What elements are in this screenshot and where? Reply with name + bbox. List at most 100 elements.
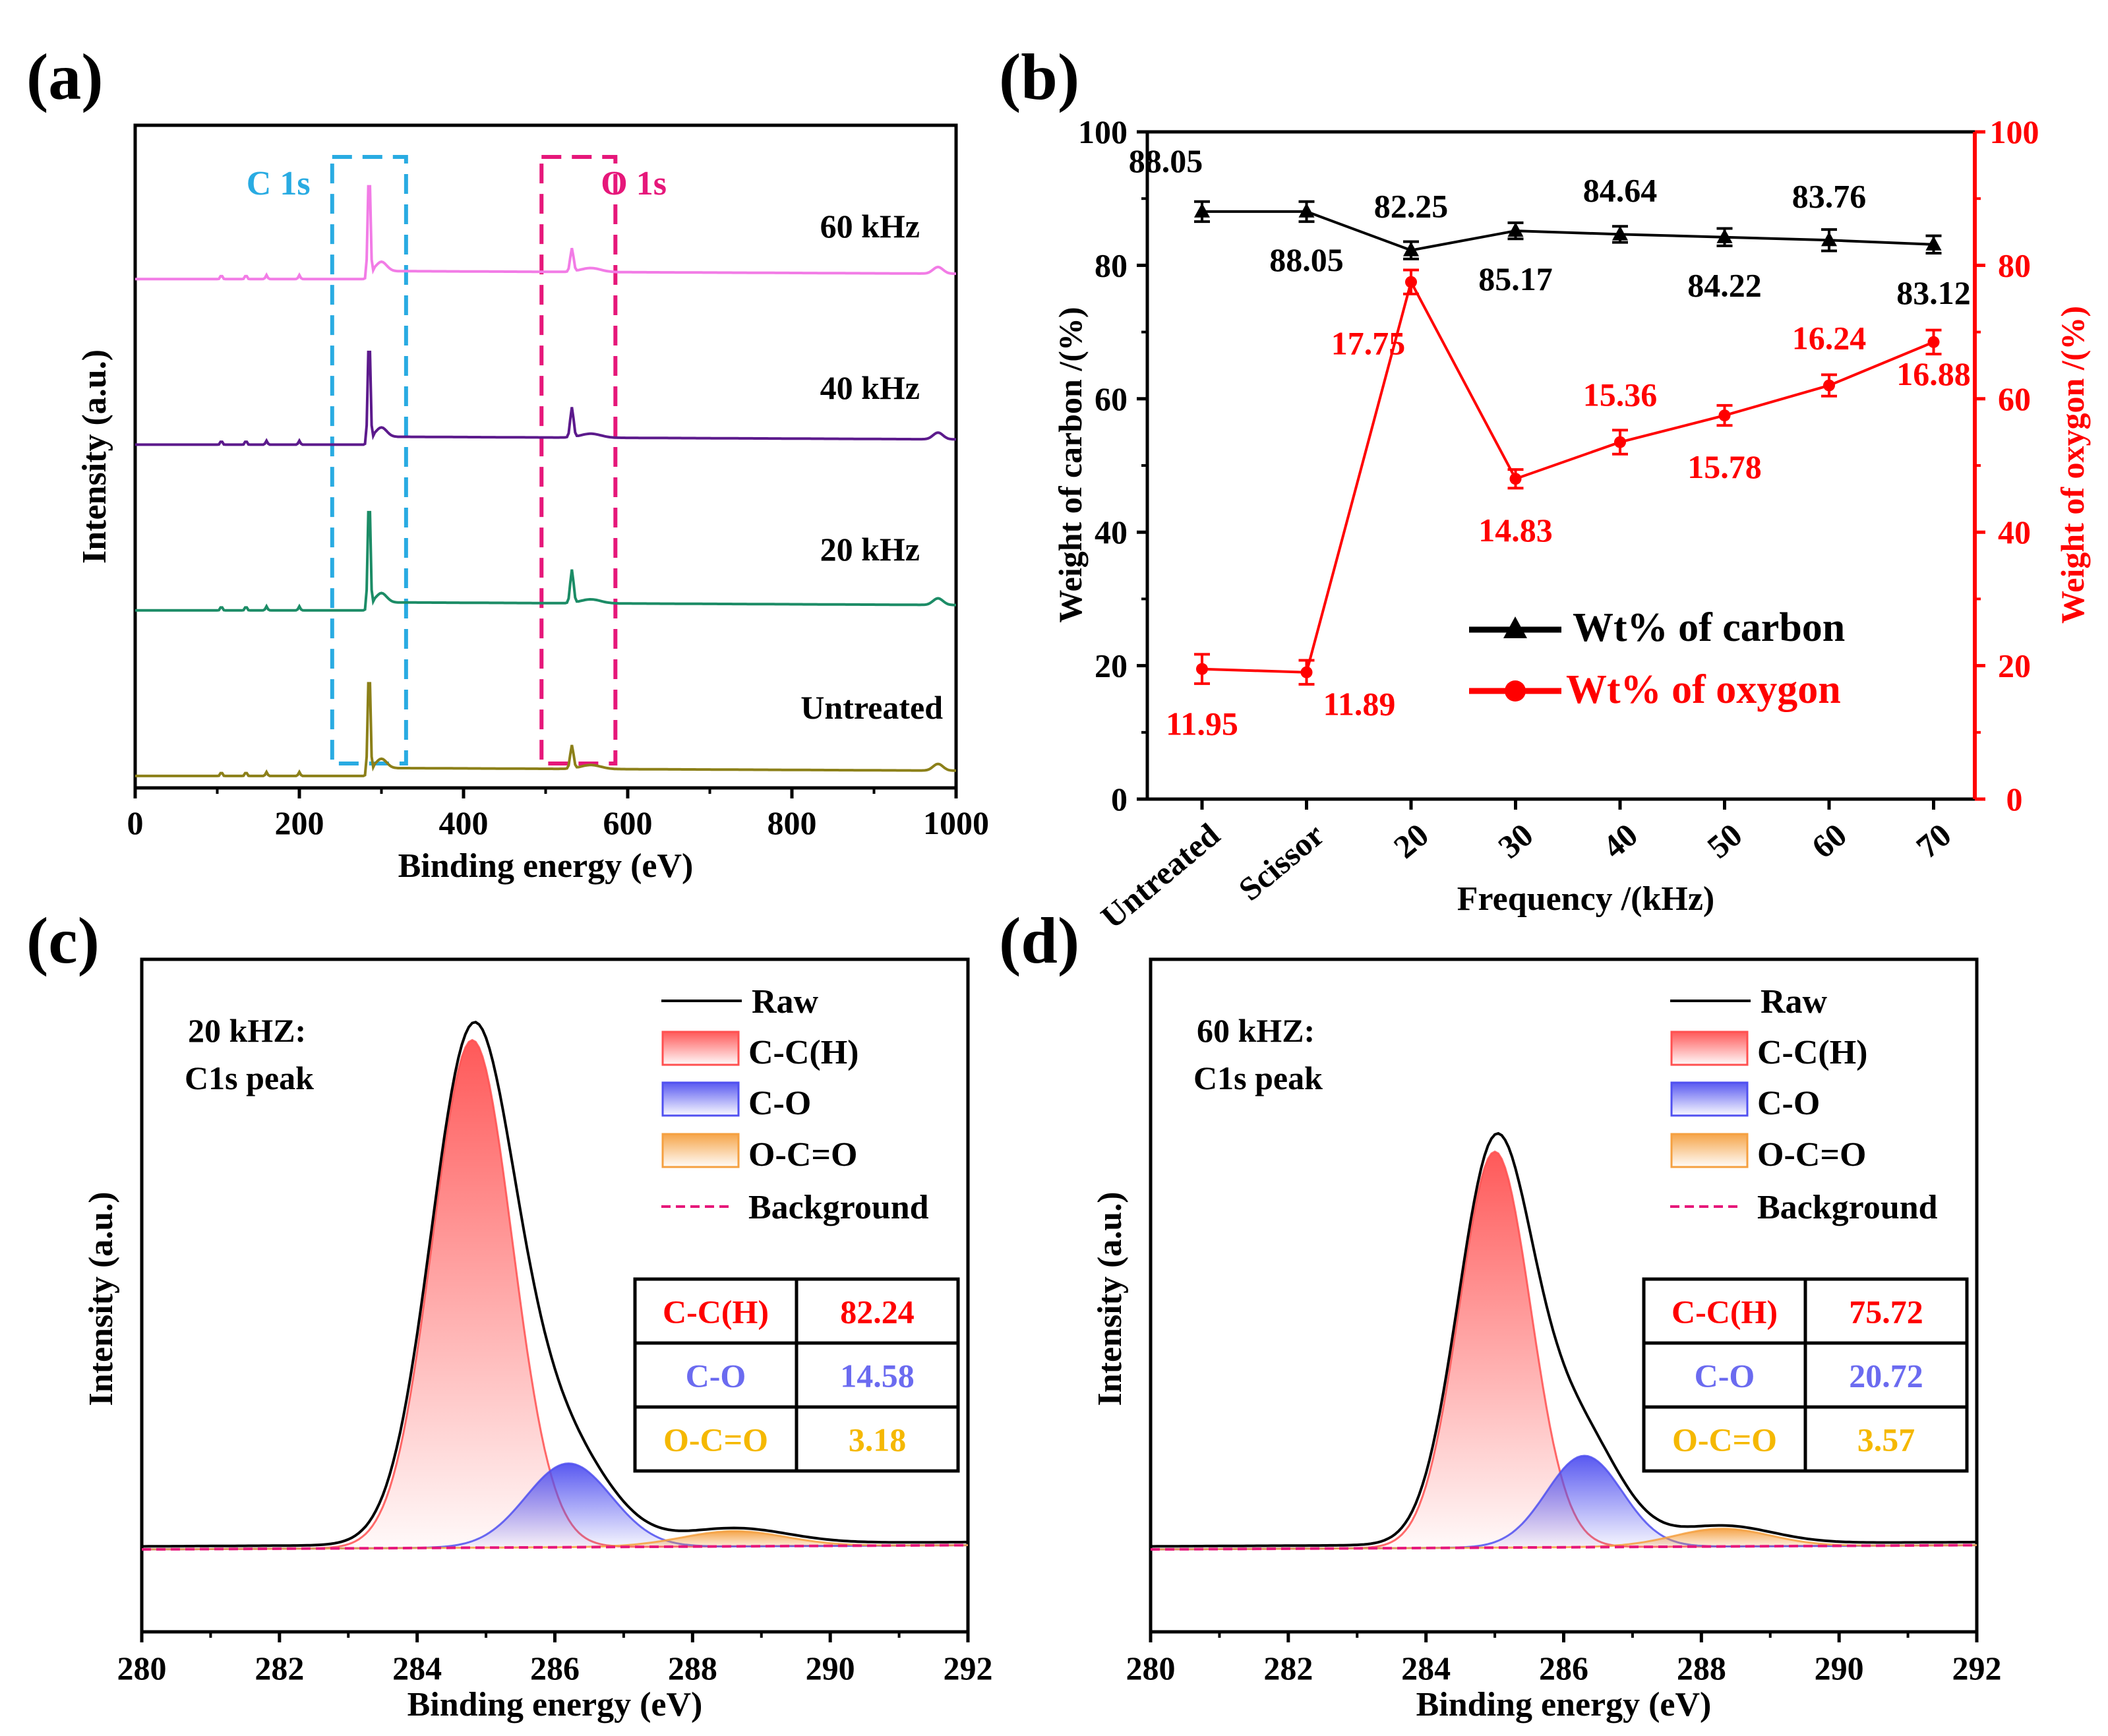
- legend-label-carbon: Wt% of carbon: [1573, 605, 1845, 650]
- data-label: 16.88: [1896, 355, 1971, 392]
- table-cell-value: 3.18: [849, 1422, 907, 1458]
- data-point-carbon: [1716, 228, 1733, 243]
- legend-swatch: [661, 1031, 740, 1066]
- x-tick-label: 288: [668, 1650, 717, 1687]
- data-label: 82.25: [1374, 188, 1449, 225]
- panel-a-survey-spectra: 0 200 400 600 800 1000 Binding energy (eV) Inte…: [76, 123, 989, 885]
- x-tick-label: 800: [768, 804, 817, 841]
- y-axis-label: Intensity (a.u.): [1091, 1191, 1129, 1406]
- data-label: 16.24: [1792, 320, 1867, 357]
- y-tick-label-right: 100: [1990, 113, 2039, 150]
- data-label: 15.78: [1687, 448, 1762, 485]
- legend-label: C-C(H): [748, 1034, 859, 1071]
- raw-line: [1151, 1131, 1977, 1548]
- data-label: 83.76: [1792, 177, 1867, 214]
- legend-marker-carbon: [1503, 616, 1527, 638]
- data-label: 14.83: [1478, 512, 1553, 549]
- table-cell-value: 3.57: [1857, 1422, 1915, 1458]
- component-fill: [142, 1463, 968, 1549]
- series-label: 20 kHz: [820, 531, 920, 568]
- region-label: O 1s: [601, 165, 667, 202]
- x-tick-label: 280: [1126, 1650, 1176, 1687]
- annotation-line-2: C1s peak: [185, 1060, 314, 1096]
- x-tick-label: 280: [117, 1650, 167, 1687]
- table-cell-label: C-C(H): [663, 1294, 769, 1331]
- x-tick-label: 284: [392, 1650, 442, 1687]
- y-tick-label-right: 80: [1998, 247, 2031, 284]
- background-line: [1150, 1543, 1977, 1551]
- y-tick-label-left: 20: [1095, 647, 1128, 684]
- data-label: 84.64: [1583, 171, 1658, 208]
- x-tick-label: 286: [1539, 1650, 1588, 1687]
- panel-label-a: (a): [26, 40, 104, 113]
- x-tick-label: 50: [1700, 816, 1749, 866]
- legend-swatch: [661, 1133, 740, 1168]
- x-tick-label: 60: [1805, 816, 1853, 866]
- x-tick-label: 400: [439, 804, 489, 841]
- panel-label-c: (c): [26, 904, 100, 977]
- table-cell-value: 82.24: [840, 1294, 915, 1331]
- legend-label: C-O: [748, 1085, 811, 1122]
- data-label: 17.75: [1331, 325, 1406, 362]
- data-label: 11.89: [1323, 686, 1396, 723]
- x-tick-label: 40: [1596, 816, 1644, 866]
- x-tick-label: 0: [127, 804, 144, 841]
- region-label: C 1s: [247, 165, 311, 202]
- component-fill: [1151, 1528, 1977, 1549]
- data-point-oxygen: [1614, 436, 1626, 448]
- series-line: [1202, 210, 1934, 252]
- x-axis-label: Binding energy (eV): [398, 847, 694, 885]
- data-point-oxygen: [1718, 409, 1731, 422]
- y-tick-label-left: 80: [1095, 247, 1128, 284]
- data-point-oxygen: [1927, 336, 1940, 348]
- x-tick-label: 70: [1909, 816, 1958, 866]
- x-tick-label: 30: [1491, 816, 1540, 866]
- table-cell-label: C-O: [686, 1358, 746, 1394]
- x-tick-label: 282: [255, 1650, 304, 1687]
- data-point-carbon: [1821, 231, 1837, 247]
- legend-label: Background: [748, 1189, 929, 1226]
- legend-label: O-C=O: [748, 1136, 857, 1174]
- x-tick-label: 1000: [923, 804, 989, 841]
- y-axis-label: Intensity (a.u.): [82, 1191, 120, 1406]
- spectrum-line: [135, 185, 956, 281]
- data-label: 83.12: [1896, 274, 1971, 311]
- y-tick-label-left: 100: [1078, 113, 1128, 150]
- data-point-carbon: [1925, 235, 1942, 251]
- table-cell-label: C-O: [1695, 1358, 1755, 1394]
- legend-label: O-C=O: [1757, 1136, 1866, 1174]
- spectrum-line: [135, 510, 956, 612]
- y-tick-label-right: 40: [1998, 514, 2031, 551]
- y-tick-label-left: 60: [1095, 380, 1128, 417]
- data-point-carbon: [1298, 202, 1315, 218]
- table-cell-label: O-C=O: [1672, 1422, 1777, 1458]
- legend-label: C-C(H): [1757, 1034, 1868, 1071]
- legend-label: C-O: [1757, 1085, 1820, 1122]
- table-cell-value: 20.72: [1849, 1358, 1923, 1394]
- legend-label: Raw: [752, 983, 819, 1021]
- table-cell-value: 75.72: [1849, 1294, 1923, 1331]
- data-point-oxygen: [1405, 276, 1417, 288]
- legend-label-oxygen: Wt% of oxygon: [1566, 667, 1841, 712]
- x-tick-label: 200: [275, 804, 324, 841]
- y-tick-label-right: 20: [1998, 647, 2031, 684]
- panel-label-d: (d): [999, 904, 1079, 977]
- spectrum-line: [135, 350, 957, 446]
- x-tick-label: 290: [806, 1650, 855, 1687]
- data-label: 84.22: [1687, 267, 1762, 304]
- x-tick-label: Scissor: [1232, 816, 1331, 908]
- panel-label-b: (b): [999, 40, 1079, 113]
- spectrum-line: [135, 682, 957, 777]
- x-tick-label: 288: [1677, 1650, 1726, 1687]
- x-axis-label: Frequency /(kHz): [1457, 880, 1714, 918]
- legend-swatch: [1670, 1031, 1749, 1066]
- series-label: 60 kHz: [820, 208, 920, 245]
- raw-line: [142, 1021, 968, 1548]
- x-tick-label: 282: [1263, 1650, 1313, 1687]
- background-line: [141, 1543, 969, 1551]
- y-axis-label: Intensity (a.u.): [76, 349, 113, 564]
- x-tick-label: 284: [1401, 1650, 1451, 1687]
- legend-label: Background: [1757, 1189, 1938, 1226]
- x-tick-label: Untreated: [1094, 816, 1226, 936]
